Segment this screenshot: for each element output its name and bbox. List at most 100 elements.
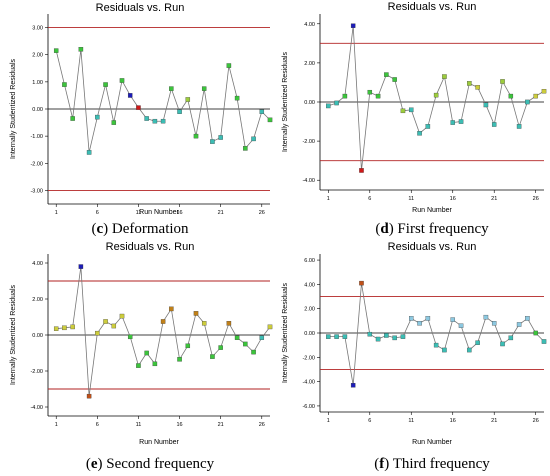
residual-point <box>103 82 108 87</box>
residual-point <box>409 316 414 321</box>
x-tick-label: 11 <box>408 418 414 424</box>
residual-point <box>169 306 174 312</box>
residual-point <box>500 341 505 347</box>
residual-point <box>342 93 348 99</box>
residual-point <box>375 336 381 342</box>
residual-point <box>210 354 215 359</box>
residual-point <box>136 363 141 368</box>
residual-point <box>62 325 67 331</box>
chart-title: Residuals vs. Run <box>388 241 477 253</box>
residual-point <box>409 107 414 113</box>
panel-caption: (c) Deformation <box>91 221 189 237</box>
y-tick-label: -2.00 <box>302 139 315 145</box>
residual-point <box>442 347 447 353</box>
residual-point <box>185 97 191 102</box>
residual-point <box>267 324 273 330</box>
residual-point <box>433 342 439 348</box>
y-tick-label: 1.00 <box>32 80 43 86</box>
residual-point <box>78 264 84 269</box>
y-tick-label: -2.00 <box>30 369 43 375</box>
residual-point <box>53 48 59 53</box>
residual-point <box>160 118 166 124</box>
residual-point <box>243 341 248 347</box>
residual-point <box>234 95 240 101</box>
x-tick-label: 11 <box>136 422 142 428</box>
chart-title: Residuals vs. Run <box>96 2 185 14</box>
y-tick-label: 4.00 <box>304 282 315 288</box>
y-tick-label: 0.00 <box>304 100 315 106</box>
x-tick-label: 1 <box>55 210 58 216</box>
residual-series-line <box>56 266 271 397</box>
residual-series-line <box>328 283 545 386</box>
residual-point <box>508 335 514 341</box>
residual-point <box>525 99 530 105</box>
residual-point <box>177 109 182 114</box>
x-tick-label: 16 <box>450 418 456 424</box>
residual-point <box>201 86 207 91</box>
residual-point <box>384 72 389 77</box>
x-axis-label: Run Number <box>139 439 179 446</box>
residual-point <box>450 317 455 322</box>
y-tick-label: -6.00 <box>302 404 315 410</box>
x-tick-label: 11 <box>408 196 414 202</box>
residual-point <box>400 334 406 339</box>
residual-point <box>467 347 472 353</box>
residual-point <box>525 316 530 321</box>
x-tick-label: 16 <box>450 196 456 202</box>
residual-point <box>259 335 265 340</box>
x-tick-label: 1 <box>327 196 330 202</box>
y-tick-label: 0.00 <box>32 333 43 339</box>
y-axis-label: Internally Studentized Residuals <box>282 283 289 384</box>
residual-point <box>193 133 199 139</box>
y-tick-label: -4.00 <box>302 178 315 184</box>
y-tick-label: 2.00 <box>304 307 315 313</box>
residual-point <box>450 120 455 125</box>
x-tick-label: 21 <box>491 196 497 202</box>
y-axis-label: Internally Studentized Residuals <box>10 285 17 386</box>
residual-point <box>392 335 397 341</box>
residual-point <box>350 23 356 28</box>
residual-point <box>342 334 348 339</box>
residual-point <box>458 119 464 124</box>
residual-point <box>392 77 397 82</box>
x-tick-label: 1 <box>327 418 330 424</box>
y-tick-label: -4.00 <box>30 405 43 411</box>
residual-point <box>541 88 547 94</box>
residual-point <box>152 361 158 367</box>
residual-point <box>267 117 273 123</box>
y-tick-label: 6.00 <box>304 258 315 264</box>
x-tick-label: 16 <box>176 422 182 428</box>
residual-point <box>70 116 75 121</box>
y-tick-label: 4.00 <box>304 22 315 28</box>
x-tick-label: 26 <box>533 418 539 424</box>
residual-point <box>103 319 108 324</box>
x-axis-label: Run Number <box>412 207 452 214</box>
residual-point <box>500 79 505 84</box>
x-axis-label: Run Number <box>139 209 179 216</box>
residual-point <box>86 393 92 399</box>
residual-series-line <box>55 49 271 153</box>
y-tick-label: 0.00 <box>304 331 315 337</box>
residual-point <box>119 78 125 83</box>
x-tick-label: 26 <box>533 196 539 202</box>
x-tick-label: 1 <box>55 422 58 428</box>
residual-point <box>144 116 149 121</box>
residual-point <box>169 86 174 91</box>
y-tick-label: 2.00 <box>32 53 43 59</box>
residual-point <box>491 122 497 127</box>
residual-point <box>433 92 439 98</box>
x-tick-label: 26 <box>259 422 265 428</box>
residual-point <box>218 345 223 350</box>
chart-title: Residuals vs. Run <box>388 1 477 13</box>
residual-point <box>516 124 522 129</box>
x-tick-label: 26 <box>259 210 265 216</box>
residual-point <box>467 81 472 86</box>
panel-3: Residuals vs. Run -4.00 -2.00 0.00 2.00 4.00 1… <box>10 241 273 472</box>
residual-point <box>375 93 381 99</box>
x-tick-label: 6 <box>96 210 99 216</box>
residual-point <box>127 93 133 98</box>
residual-point <box>491 321 497 326</box>
chart-title: Residuals vs. Run <box>106 241 195 253</box>
panel-2: Residuals vs. Run -4.00 -2.00 0.00 2.00 4.00 1… <box>282 1 547 237</box>
residual-point <box>111 120 117 125</box>
